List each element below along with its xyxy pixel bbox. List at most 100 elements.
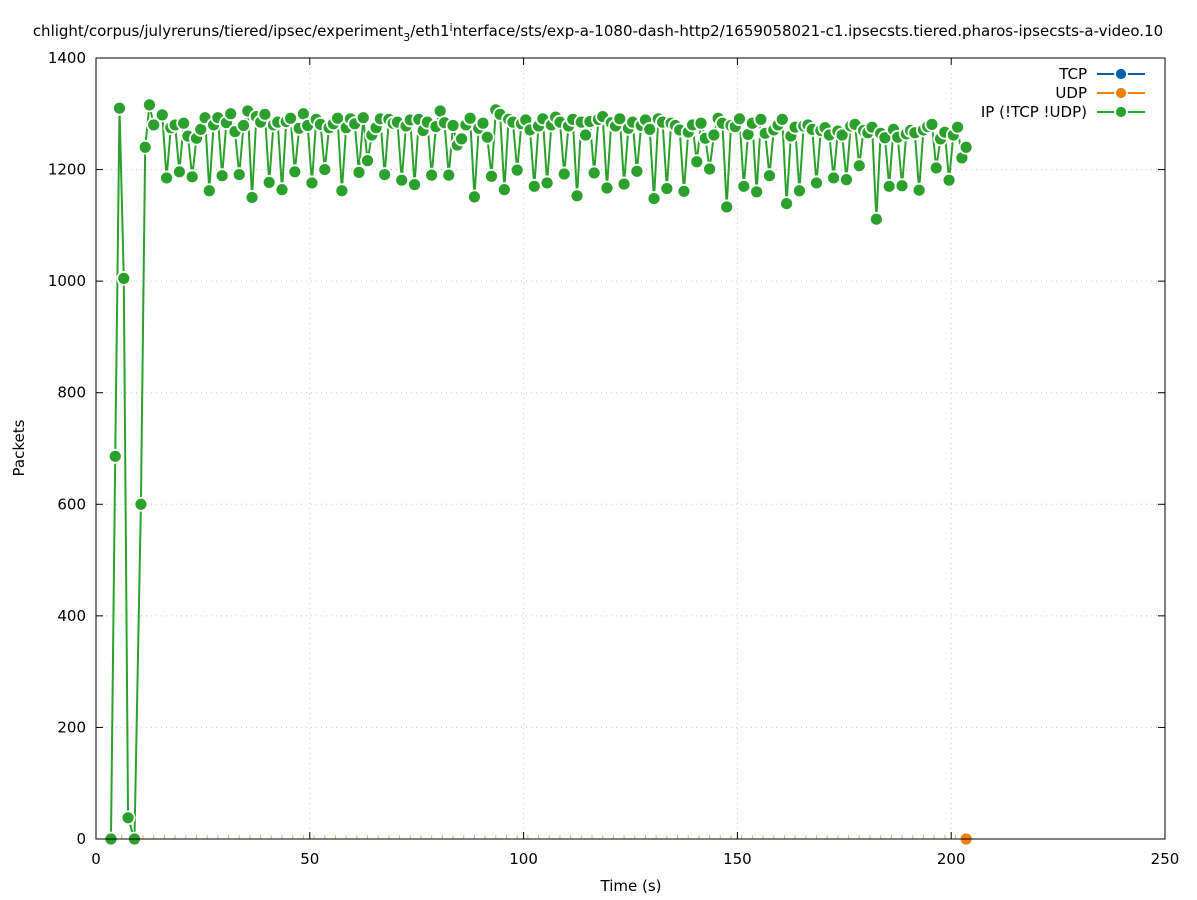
data-point-2: [424, 167, 440, 183]
data-point-2: [377, 167, 393, 182]
legend-marker-1: [1114, 86, 1128, 100]
data-point-2: [355, 110, 371, 126]
x-tick-label: 0: [91, 850, 101, 868]
data-point-2: [586, 165, 602, 181]
data-point-2: [642, 122, 658, 137]
data-point-2: [599, 180, 615, 196]
plot-points: [103, 97, 974, 847]
data-point-2: [171, 164, 187, 180]
plot-frame: [95, 57, 1166, 840]
data-point-2: [201, 183, 217, 199]
data-point-2: [706, 127, 722, 143]
data-point-2: [826, 170, 842, 186]
data-point-2: [941, 172, 957, 188]
data-point-2: [526, 178, 542, 194]
data-point-2: [107, 448, 123, 464]
data-point-2: [779, 196, 794, 212]
data-point-2: [809, 175, 824, 191]
data-point-2: [334, 183, 350, 199]
data-point-2: [159, 170, 174, 186]
data-point-2: [676, 183, 692, 199]
data-point-2: [304, 175, 320, 191]
data-point-2: [133, 496, 149, 512]
data-point-2: [154, 107, 170, 123]
data-point-2: [774, 111, 790, 127]
data-point-2: [659, 181, 675, 196]
chart-title-part-c: nterface/sts/exp-a-1080-dash-http2/16590…: [453, 22, 1164, 40]
x-tick-label: 150: [723, 850, 752, 868]
data-point-2: [479, 129, 495, 145]
data-point-2: [851, 158, 867, 174]
data-point-2: [214, 168, 230, 184]
chart-title-sub-b: i: [450, 21, 453, 34]
ticks: 0 200 400 600 800 1000 1200 1400 0 50 100 150 200 250: [48, 49, 1180, 868]
y-axis-label: Packets: [10, 419, 28, 476]
data-point-2: [462, 110, 478, 126]
data-point-2: [693, 115, 709, 131]
data-point-2: [881, 178, 897, 194]
y-tick-label: 1000: [48, 272, 86, 290]
data-point-2: [646, 191, 662, 206]
data-point-2: [244, 190, 260, 205]
data-point-2: [261, 175, 277, 190]
data-point-2: [616, 176, 632, 192]
legend-label-2: IP (!TCP !UDP): [981, 103, 1087, 121]
data-point-2: [274, 182, 290, 198]
y-tick-label: 1200: [48, 161, 86, 179]
legend-marker-0: [1114, 67, 1128, 81]
data-point-2: [792, 183, 807, 199]
chart-title-sub-a: 3: [403, 31, 410, 44]
data-point-2: [317, 162, 333, 177]
data-point-2: [556, 166, 572, 182]
data-point-2: [569, 188, 585, 204]
chart-title-part-b: /eth1: [410, 22, 449, 40]
y-tick-label: 400: [57, 607, 86, 625]
data-point-2: [441, 167, 457, 183]
data-point-2: [394, 172, 410, 188]
series-line-2: [109, 103, 968, 840]
data-point-2: [257, 106, 273, 122]
data-point-2: [120, 810, 136, 826]
data-point-2: [445, 118, 461, 133]
data-point-2: [834, 127, 850, 143]
data-point-2: [484, 168, 499, 184]
data-point-2: [142, 97, 157, 113]
data-point-2: [950, 119, 966, 135]
data-point-2: [454, 131, 469, 147]
data-point-2: [146, 117, 162, 133]
data-point-2: [236, 118, 251, 133]
x-tick-label: 200: [937, 850, 966, 868]
data-point-2: [539, 175, 555, 191]
y-tick-label: 200: [57, 718, 86, 736]
data-point-2: [719, 199, 735, 215]
data-point-2: [351, 164, 367, 180]
data-point-2: [116, 270, 132, 286]
data-point-2: [736, 178, 752, 194]
plot-lines: [109, 103, 968, 840]
data-point-2: [868, 211, 884, 227]
data-point-2: [496, 182, 512, 198]
data-point-2: [287, 164, 303, 180]
y-tick-label: 800: [57, 384, 86, 402]
data-point-2: [762, 168, 777, 184]
x-tick-label: 50: [300, 850, 319, 868]
grid: [96, 58, 1165, 839]
data-point-2: [176, 115, 192, 131]
data-point-2: [732, 111, 747, 127]
data-point-2: [753, 111, 769, 127]
data-point-2: [360, 153, 375, 169]
data-point-2: [749, 184, 765, 200]
y-tick-label: 1400: [48, 49, 86, 67]
data-point-2: [689, 154, 705, 170]
data-point-2: [894, 178, 910, 194]
x-tick-label: 250: [1151, 850, 1180, 868]
data-point-2: [509, 162, 525, 178]
chart-title-part-a: chlight/corpus/julyreruns/tiered/ipsec/e…: [33, 22, 404, 40]
data-point-2: [223, 106, 239, 122]
data-point-2: [578, 127, 594, 143]
legend-marker-2: [1114, 105, 1128, 119]
data-point-2: [839, 172, 854, 188]
data-point-2: [231, 167, 247, 182]
